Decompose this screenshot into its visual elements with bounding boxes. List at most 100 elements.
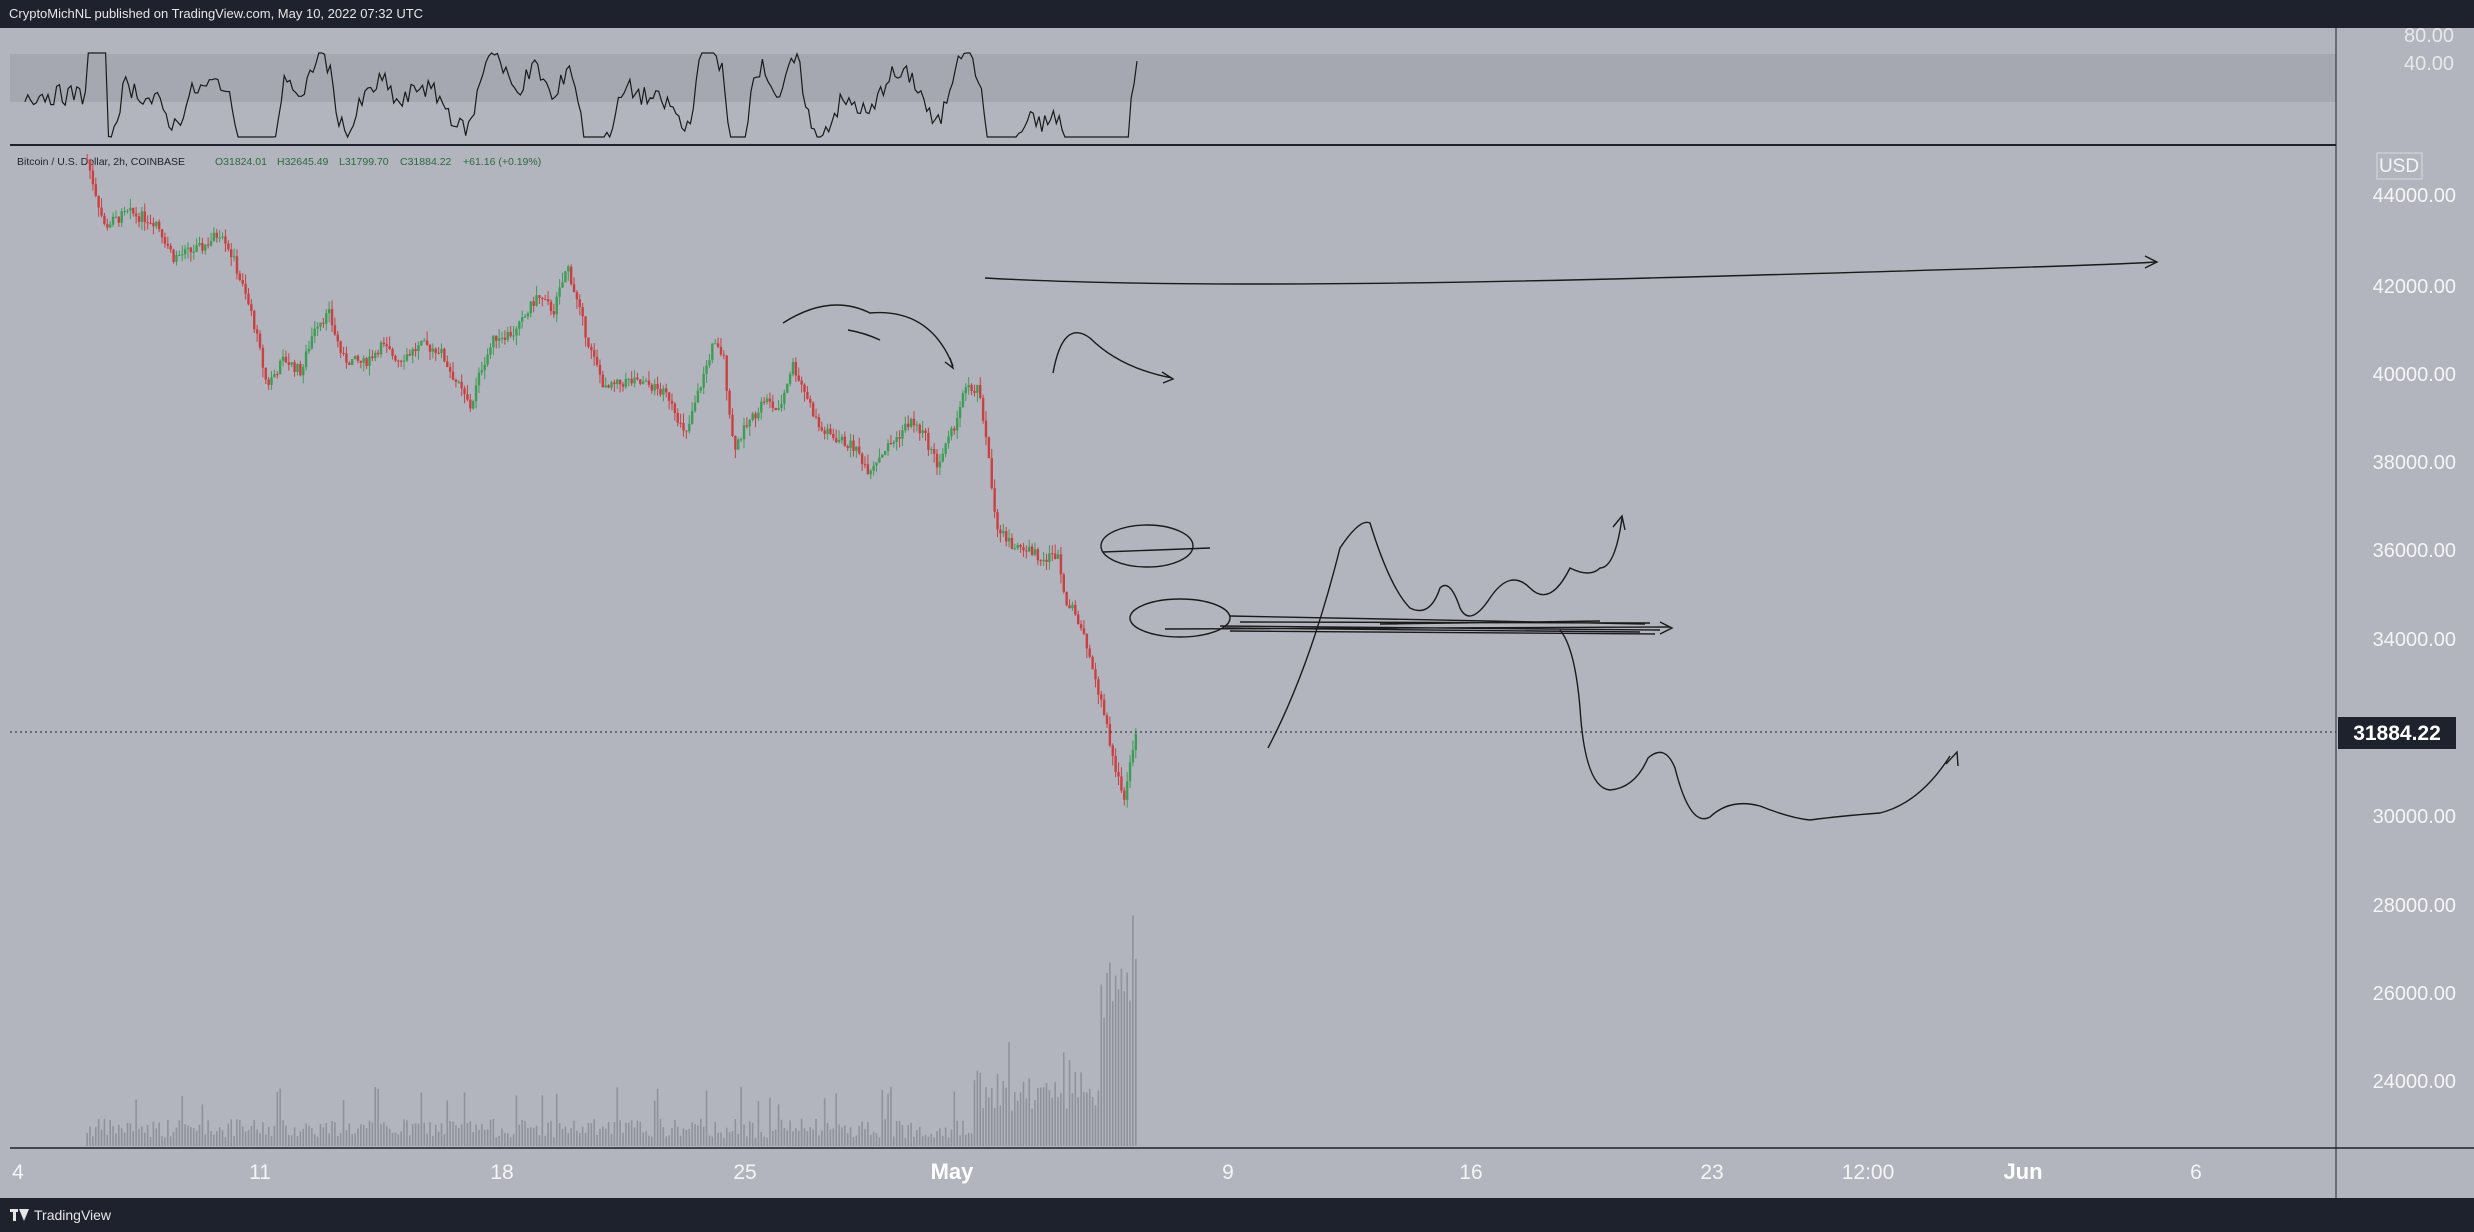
currency-box[interactable]	[2376, 152, 2423, 180]
candle-body	[385, 344, 388, 347]
candle-body	[549, 301, 553, 312]
volume-bar	[1077, 1097, 1079, 1146]
candle-body	[860, 453, 864, 465]
candle-body	[1051, 553, 1054, 555]
candle-body	[506, 332, 509, 340]
candle-body	[976, 384, 979, 393]
candle-body	[451, 371, 455, 380]
candle-body	[224, 236, 227, 244]
candle-body	[388, 346, 391, 349]
publisher-text: CryptoMichNL published on TradingView.co…	[9, 6, 424, 21]
time-axis[interactable]: 4 11 18 25 May 9 16 23 12:00 Jun 6	[10, 1147, 2474, 1184]
volume-bar	[725, 1127, 728, 1146]
candle-body	[1091, 656, 1094, 670]
candle-body	[947, 436, 950, 444]
volume-bar	[394, 1132, 397, 1146]
candle-body	[944, 443, 947, 454]
volume-bar	[904, 1137, 907, 1146]
candle-body	[584, 316, 587, 338]
candle-body	[509, 332, 512, 337]
candle-body	[495, 335, 498, 341]
candle-body	[964, 387, 968, 394]
volume-bar	[820, 1130, 823, 1146]
volume-bar	[1094, 1105, 1097, 1146]
volume-bar	[1022, 1081, 1025, 1146]
candle-body	[103, 215, 106, 225]
candle-body	[376, 352, 380, 355]
volume-bar	[339, 1133, 342, 1146]
volume-bar	[731, 1131, 734, 1146]
candle-body	[356, 355, 360, 361]
candle-body	[1131, 749, 1135, 763]
candle-body	[1019, 544, 1022, 548]
candle-body	[955, 418, 959, 431]
volume-bar	[633, 1127, 636, 1146]
volume-bar	[1080, 1072, 1082, 1146]
candle-body	[1030, 546, 1034, 555]
candle-body	[898, 437, 901, 439]
chart-canvas[interactable]: 80.00 40.00 Bitcoin / U.S. Dollar, 2h, C…	[0, 28, 2474, 1198]
candle-body	[633, 377, 636, 384]
candle-body	[181, 254, 184, 256]
volume-bar	[973, 1080, 976, 1146]
time-tick: 9	[1222, 1161, 1234, 1184]
candle-body	[195, 245, 198, 252]
volume-bar	[803, 1128, 806, 1146]
volume-bar	[1005, 1087, 1007, 1146]
volume-bar	[336, 1135, 339, 1146]
volume-bar	[1011, 1110, 1013, 1146]
candle-body	[1048, 553, 1051, 563]
volume-bar	[262, 1122, 264, 1146]
volume-bar	[887, 1093, 889, 1146]
candle-body	[140, 211, 144, 222]
candle-body	[653, 383, 656, 391]
candle-body	[915, 424, 919, 426]
volume-bar	[143, 1132, 146, 1146]
candle-body	[866, 464, 870, 475]
volume-bar	[939, 1128, 941, 1146]
annotation-arc-1-head	[944, 357, 955, 370]
volume-bar	[1123, 991, 1126, 1146]
volume-bar	[276, 1091, 279, 1146]
candle-body	[281, 356, 285, 361]
candle-body	[296, 363, 299, 372]
volume-bar	[743, 1124, 745, 1146]
volume-bar	[241, 1126, 244, 1146]
volume-bar	[316, 1136, 319, 1146]
candle-body	[414, 349, 417, 352]
candle-body	[454, 379, 458, 382]
price-tick: 24000.00	[2373, 1071, 2456, 1093]
volume-bar	[697, 1125, 699, 1146]
candle-body	[1088, 648, 1091, 657]
volume-bar	[858, 1126, 861, 1146]
volume-bar	[112, 1126, 114, 1146]
candle-body	[829, 428, 832, 434]
price-axis[interactable]: USD 44000.00 42000.00 40000.00 38000.00 …	[2336, 145, 2474, 1198]
volume-bar	[213, 1134, 215, 1146]
candle-body	[636, 377, 639, 380]
candle-body	[1059, 554, 1063, 575]
volume-bar	[1111, 1001, 1114, 1146]
volume-bar	[705, 1090, 708, 1146]
candle-body	[460, 381, 463, 389]
candle-body	[768, 398, 772, 402]
volume-bar	[774, 1129, 777, 1146]
tradingview-logo[interactable]: TradingView	[10, 1207, 111, 1223]
candle-body	[907, 423, 910, 427]
candle-body	[270, 377, 273, 386]
candle-body	[927, 432, 930, 450]
volume-bar	[881, 1089, 884, 1146]
volume-bar	[590, 1123, 593, 1146]
volume-bar	[118, 1124, 120, 1146]
volume-bar	[1106, 973, 1108, 1146]
volume-bar	[679, 1135, 682, 1146]
candle-body	[639, 379, 642, 384]
volume-bar	[504, 1133, 506, 1146]
candle-body	[673, 403, 677, 413]
candle-body	[1076, 614, 1080, 625]
candle-body	[172, 249, 175, 262]
volume-bar	[478, 1129, 480, 1146]
candle-body	[990, 458, 993, 489]
volume-bar	[460, 1124, 463, 1146]
candle-body	[316, 326, 319, 329]
